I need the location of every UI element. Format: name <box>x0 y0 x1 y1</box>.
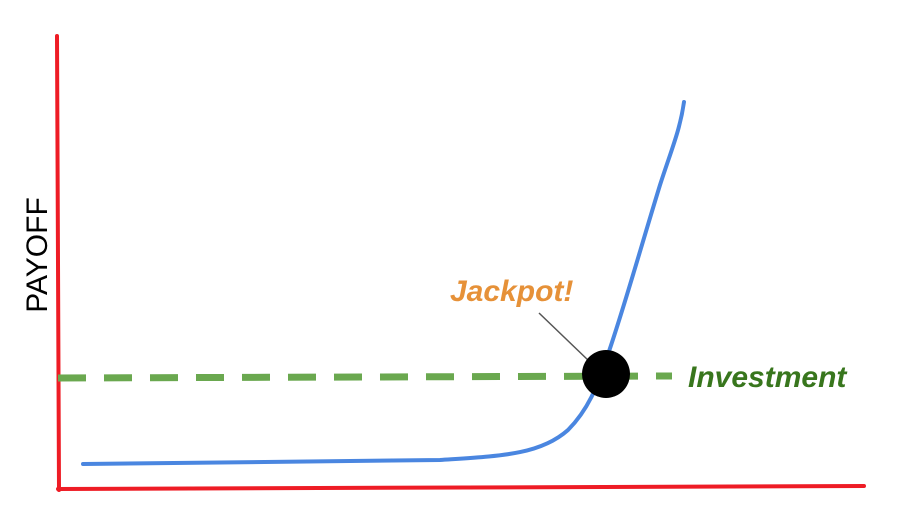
y-axis-label: PAYOFF <box>21 197 54 313</box>
investment-label: Investment <box>688 361 848 394</box>
payoff-curve <box>81 100 686 466</box>
jackpot-leader-line <box>538 312 591 363</box>
y-axis <box>55 34 61 492</box>
jackpot-point <box>582 350 630 398</box>
investment-line <box>57 372 673 382</box>
x-axis <box>56 484 866 491</box>
jackpot-label: Jackpot! <box>450 275 573 308</box>
